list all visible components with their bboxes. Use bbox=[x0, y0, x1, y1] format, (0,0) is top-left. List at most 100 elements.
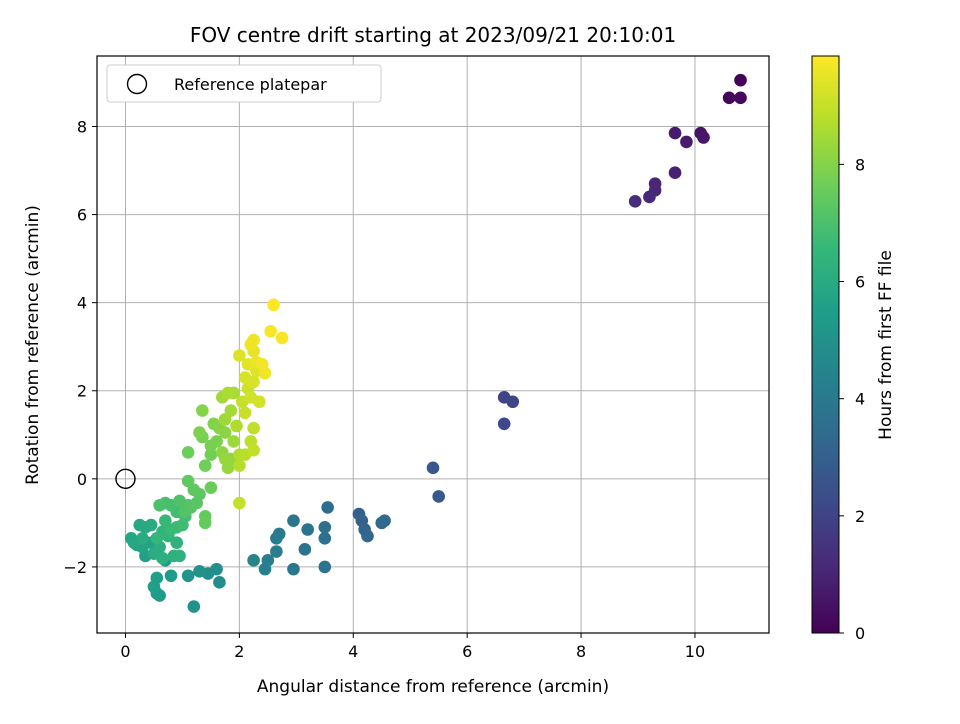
x-tick-label: 8 bbox=[576, 642, 586, 661]
y-tick-label: −2 bbox=[63, 558, 87, 577]
x-tick-label: 2 bbox=[234, 642, 244, 661]
data-point bbox=[204, 448, 218, 461]
data-point bbox=[301, 523, 315, 536]
colorbar-tick-label: 4 bbox=[855, 390, 865, 409]
colorbar-tick-label: 0 bbox=[855, 624, 865, 643]
data-point bbox=[697, 131, 710, 144]
data-point bbox=[270, 532, 283, 545]
data-point bbox=[198, 459, 212, 472]
data-point bbox=[318, 560, 332, 574]
data-point bbox=[432, 490, 445, 503]
data-point bbox=[668, 126, 682, 140]
data-point bbox=[321, 501, 334, 514]
data-point bbox=[680, 135, 693, 149]
legend-marker-open-circle bbox=[126, 73, 148, 95]
data-point bbox=[153, 498, 166, 512]
data-point bbox=[643, 190, 656, 204]
data-point bbox=[156, 551, 169, 565]
data-point bbox=[204, 481, 218, 494]
y-axis-ticks: −2 0 2 4 6 8 bbox=[63, 117, 97, 577]
legend-label: Reference platepar bbox=[174, 75, 327, 94]
data-point bbox=[238, 406, 252, 420]
data-point bbox=[267, 298, 280, 312]
data-point bbox=[734, 73, 747, 87]
data-point bbox=[233, 496, 246, 510]
legend: Reference platepar bbox=[106, 64, 382, 103]
data-point bbox=[150, 571, 164, 585]
data-point bbox=[198, 516, 212, 530]
data-point bbox=[210, 435, 223, 448]
x-tick-label: 4 bbox=[348, 642, 358, 661]
data-point bbox=[227, 435, 240, 448]
data-point bbox=[497, 417, 511, 431]
colorbar-ticks: 0 2 4 6 8 bbox=[839, 155, 865, 643]
y-tick-label: 8 bbox=[77, 117, 87, 136]
data-point bbox=[173, 549, 186, 563]
x-tick-label: 6 bbox=[462, 642, 472, 661]
data-point bbox=[247, 421, 260, 435]
data-point bbox=[187, 600, 201, 613]
data-point bbox=[181, 446, 195, 459]
reference-platepar-marker bbox=[115, 468, 136, 490]
colorbar-tick-label: 6 bbox=[855, 273, 865, 292]
data-point bbox=[275, 331, 289, 345]
x-tick-label: 0 bbox=[120, 642, 130, 661]
data-point bbox=[224, 404, 238, 417]
colorbar-label: Hours from first FF file bbox=[876, 250, 896, 440]
data-point bbox=[258, 562, 272, 576]
data-point bbox=[247, 554, 260, 567]
data-point bbox=[170, 536, 184, 550]
data-point bbox=[264, 324, 277, 338]
data-point bbox=[213, 576, 226, 589]
data-point bbox=[221, 386, 235, 400]
colorbar: 0 2 4 6 8 Hours from first FF file bbox=[811, 55, 896, 643]
data-point bbox=[193, 565, 206, 578]
data-point bbox=[144, 518, 158, 532]
data-point bbox=[506, 395, 520, 409]
colorbar-gradient bbox=[811, 55, 840, 634]
data-point bbox=[230, 419, 243, 433]
data-point bbox=[318, 520, 332, 534]
data-point bbox=[181, 474, 195, 488]
data-points bbox=[115, 73, 747, 613]
data-point bbox=[318, 532, 332, 545]
data-point bbox=[233, 459, 246, 472]
data-point bbox=[193, 426, 206, 439]
data-point bbox=[668, 166, 682, 180]
y-tick-label: 0 bbox=[77, 470, 87, 489]
y-tick-label: 4 bbox=[77, 294, 87, 313]
chart-title: FOV centre drift starting at 2023/09/21 … bbox=[190, 23, 676, 47]
data-point bbox=[361, 529, 374, 543]
data-point bbox=[164, 569, 178, 583]
data-point bbox=[270, 545, 283, 558]
data-point bbox=[255, 358, 269, 371]
data-point bbox=[722, 91, 736, 105]
x-axis-ticks: 0 2 4 6 8 10 bbox=[120, 633, 705, 661]
x-axis-label: Angular distance from reference (arcmin) bbox=[257, 677, 609, 697]
y-tick-label: 6 bbox=[77, 206, 87, 225]
plot-frame bbox=[96, 55, 770, 634]
data-point bbox=[218, 452, 232, 466]
y-axis-label: Rotation from reference (arcmin) bbox=[23, 205, 43, 485]
data-point bbox=[378, 514, 391, 527]
legend-box bbox=[106, 64, 382, 103]
x-tick-label: 10 bbox=[685, 642, 705, 661]
data-point bbox=[734, 91, 747, 105]
data-point bbox=[287, 562, 300, 576]
data-point bbox=[196, 404, 209, 417]
y-tick-label: 2 bbox=[77, 382, 87, 401]
plot-area: 0 2 4 6 8 10 −2 0 2 4 6 8 bbox=[63, 55, 770, 661]
data-point bbox=[253, 395, 266, 409]
data-point bbox=[233, 349, 246, 362]
grid-lines bbox=[97, 56, 769, 633]
data-point bbox=[247, 333, 260, 347]
data-point bbox=[218, 426, 232, 439]
data-point bbox=[298, 543, 312, 556]
data-point bbox=[136, 532, 149, 545]
data-point bbox=[150, 532, 164, 545]
data-point bbox=[181, 569, 195, 583]
colorbar-tick-label: 2 bbox=[855, 507, 865, 526]
data-point bbox=[247, 443, 260, 457]
data-point bbox=[287, 514, 300, 527]
